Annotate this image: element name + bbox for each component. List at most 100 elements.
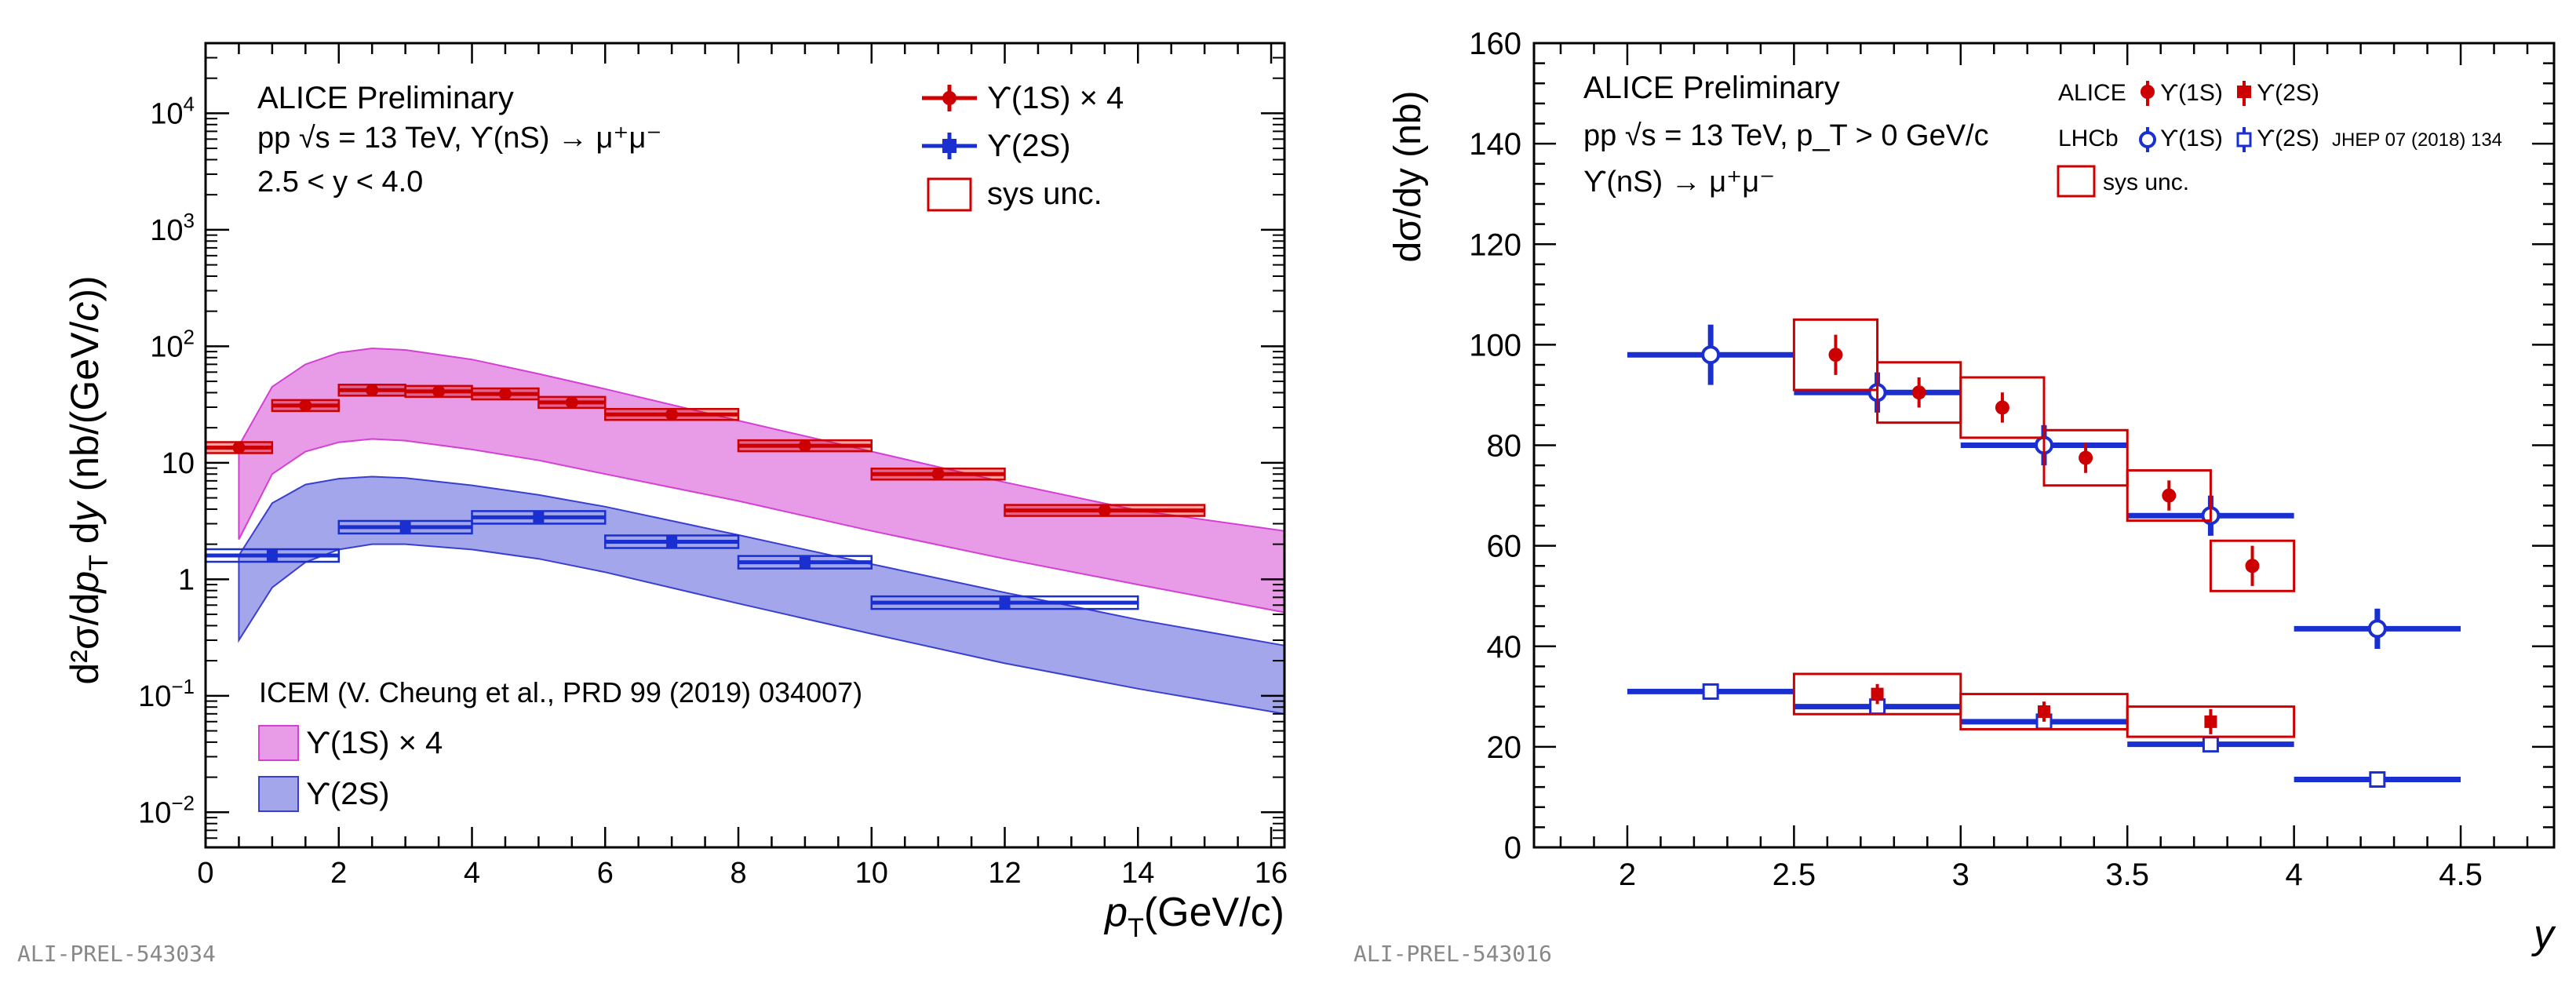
data-marks — [1627, 318, 2461, 789]
lhcb-2s-point-0 — [1702, 683, 1719, 700]
data-point-2s-3 — [666, 536, 678, 548]
alice-1s-point-1 — [1911, 385, 1926, 400]
y-tick-label: 103 — [150, 209, 195, 247]
left-tag: ALI-PREL-543034 — [17, 941, 216, 967]
lhcb-1s-point-0 — [1701, 345, 1721, 365]
decay-label: ϒ(nS) → μ⁺μ⁻ — [1583, 166, 1775, 198]
y-tick-label: 20 — [1487, 730, 1522, 765]
lhcb-2s-point-4 — [2369, 771, 2386, 789]
right-panel: 2 2.5 3 3.5 4 4.5 0 20 40 60 80 100 120 140 160 ALICE … — [1354, 27, 2556, 967]
x-tick-label: 8 — [730, 857, 746, 890]
y-axis-title: dσ/dy (nb) — [1387, 90, 1429, 262]
alice-sys-box-5 — [2209, 539, 2296, 592]
alice-1s-point-5 — [2245, 559, 2260, 574]
model-label: ICEM (V. Cheung et al., PRD 99 (2019) 03… — [259, 676, 862, 708]
alice-2s-point-1 — [2038, 705, 2050, 719]
y-tick-label: 140 — [1469, 127, 1521, 162]
data-point-1s-5 — [565, 395, 578, 409]
energy-label: pp √s = 13 TeV, ϒ(nS) → μ⁺μ⁻ — [257, 122, 661, 155]
x-tick-label: 4.5 — [2439, 858, 2483, 892]
alice-sys-box-0 — [1792, 318, 1879, 392]
band1-label: ϒ(1S) × 4 — [306, 726, 443, 760]
x-axis-title: y — [2531, 912, 2556, 957]
legend-lhcb-y2s: ϒ(2S) — [2257, 126, 2319, 151]
legend-lhcb-y1s: ϒ(1S) — [2160, 126, 2223, 151]
data-point-1s-7 — [798, 439, 811, 453]
prelim-label: ALICE Preliminary — [257, 81, 514, 115]
data-point-2s-2 — [533, 512, 545, 523]
x-tick-label: 3 — [1952, 858, 1969, 892]
band2-label: ϒ(2S) — [306, 777, 389, 811]
alice-1s-point-4 — [2162, 488, 2177, 503]
data-point-2s-0 — [266, 550, 278, 562]
y-tick-label: 102 — [150, 325, 195, 363]
rapidity-label: 2.5 < y < 4.0 — [257, 166, 423, 198]
y-tick-label: 104 — [150, 92, 195, 130]
y-tick-label: 1 — [178, 563, 195, 596]
y-tick-label: 10 — [162, 447, 195, 480]
y-tick-label: 10−2 — [138, 791, 195, 829]
x-tick-label: 6 — [597, 857, 614, 890]
data-point-1s-4 — [498, 388, 512, 401]
lhcb-2s-point-3 — [2202, 736, 2219, 753]
legend-alice: ALICE — [2058, 80, 2126, 106]
data-point-1s-0 — [232, 441, 246, 454]
data-point-2s-5 — [999, 597, 1011, 609]
legend-y1s: ϒ(1S) × 4 — [987, 81, 1124, 115]
alice-sys-box-4 — [2126, 469, 2212, 523]
alice-2s-point-2 — [2204, 715, 2217, 728]
model-bands — [238, 347, 1285, 715]
y-tick-label: 60 — [1487, 530, 1522, 564]
data-point-1s-9 — [1098, 504, 1111, 517]
data-marks — [204, 384, 1206, 610]
axes: 0 2 4 6 8 10 12 14 16 10−2 10−1 1 10 102 103 104 — [138, 42, 1288, 890]
data-point-2s-4 — [799, 556, 811, 568]
alice-1s-point-2 — [1995, 400, 2009, 415]
y-tick-label: 120 — [1469, 228, 1521, 262]
data-point-1s-6 — [665, 408, 679, 421]
energy-label: pp √s = 13 TeV, p_T > 0 GeV/c — [1583, 119, 1989, 152]
x-tick-label: 2 — [1619, 858, 1636, 892]
x-tick-label: 12 — [988, 857, 1021, 890]
y-tick-label: 80 — [1487, 429, 1522, 464]
y-tick-label: 40 — [1487, 630, 1522, 665]
x-tick-label: 2 — [330, 857, 347, 890]
legend-alice-y1s: ϒ(1S) — [2160, 80, 2223, 106]
y-tick-label: 0 — [1504, 831, 1521, 865]
axes: 2 2.5 3 3.5 4 4.5 0 20 40 60 80 100 120 140 160 — [1469, 27, 2554, 892]
data-point-2s-1 — [399, 521, 411, 533]
x-tick-label: 2.5 — [1773, 858, 1816, 892]
y-axis-title: d²σ/dpT dy (nb/(GeV/c)) — [63, 275, 114, 684]
plot-frame — [204, 42, 1286, 849]
alice-2s-point-0 — [1871, 687, 1884, 701]
prelim-label: ALICE Preliminary — [1583, 71, 1840, 105]
legend-right: ALICE ϒ(1S) ϒ(2S) LHCb ϒ(1S) ϒ(2S) JHEP … — [2057, 80, 2502, 198]
lhcb-1s-point-4 — [2367, 619, 2387, 639]
x-tick-label: 16 — [1255, 857, 1288, 890]
x-tick-label: 4 — [464, 857, 480, 890]
legend-lhcb: LHCb — [2058, 126, 2119, 151]
legend-model: ICEM (V. Cheung et al., PRD 99 (2019) 03… — [258, 676, 862, 812]
data-point-1s-2 — [366, 384, 379, 397]
legend-data: ϒ(1S) × 4 ϒ(2S) sys unc. — [922, 81, 1124, 212]
x-tick-label: 3.5 — [2105, 858, 2149, 892]
x-axis-title: pT(GeV/c) — [1103, 890, 1284, 943]
data-point-1s-3 — [432, 384, 446, 398]
data-point-1s-8 — [931, 468, 945, 481]
legend-alice-y2s: ϒ(2S) — [2257, 80, 2319, 106]
y-tick-label: 160 — [1469, 27, 1521, 61]
data-point-1s-1 — [299, 399, 312, 412]
legend-y2s: ϒ(2S) — [987, 129, 1070, 163]
x-tick-label: 10 — [855, 857, 888, 890]
left-panel: 0 2 4 6 8 10 12 14 16 10−2 10−1 1 10 102 103 104 ALICE … — [17, 42, 1288, 967]
legend-sys: sys unc. — [2103, 169, 2189, 195]
x-tick-label: 0 — [197, 857, 213, 890]
y-tick-label: 100 — [1469, 328, 1521, 362]
legend-ref: JHEP 07 (2018) 134 — [2332, 129, 2502, 151]
alice-sys-box-8 — [2126, 705, 2296, 738]
alice-1s-point-0 — [1828, 348, 1843, 362]
x-tick-label: 14 — [1121, 857, 1154, 890]
alice-1s-point-3 — [2079, 450, 2093, 465]
y-tick-label: 10−1 — [138, 675, 195, 713]
